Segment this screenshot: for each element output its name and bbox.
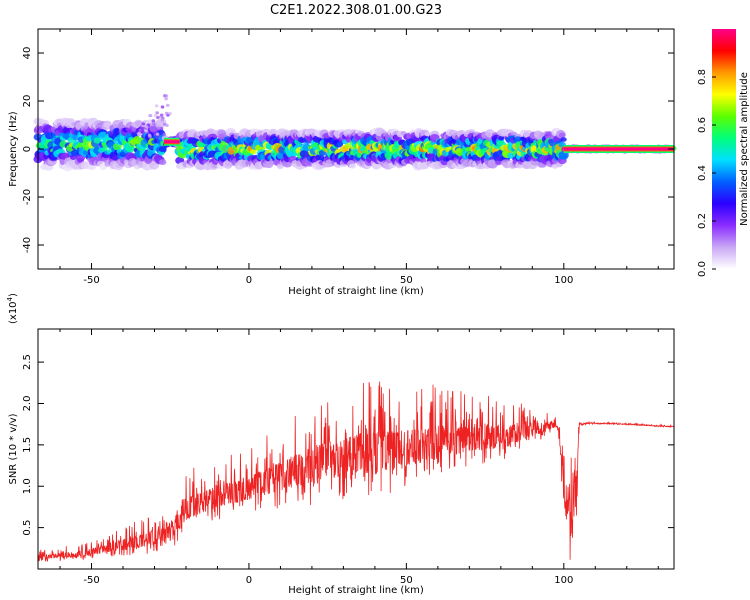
tone-band-core [563,147,674,151]
y-tick-label: 0 [22,146,33,152]
y-tick-label: 20 [22,95,33,108]
spectrogram-cell [144,125,149,129]
snr-frame [37,328,675,570]
colorbar-ticks: 0.0 0.2 0.4 0.6 0.8 [697,69,716,277]
spectrogram-x-axis-label: Height of straight line (km) [288,286,424,297]
y-tick-label: 40 [22,47,33,60]
x-tick-label: 100 [554,275,573,286]
snr-x-axis-label: Height of straight line (km) [288,585,424,596]
x-tick-label: 0 [246,275,252,286]
colorbar-tick-label: 0.8 [697,69,708,85]
spectrogram-cell [138,128,142,132]
spectrogram-cell [159,113,164,117]
spectrogram-cell [498,135,505,141]
x-tick-label: 50 [400,275,413,286]
spectrogram-cell [160,118,165,122]
spectrogram-cell [147,133,152,137]
spectrogram-cell [495,160,502,166]
spectrogram-cell [155,111,159,115]
snr-y-ticks: 0.5 1.0 1.5 2.0 2.5 [22,354,674,536]
snr-plot-area [38,329,674,569]
spectrogram-cell [162,132,167,136]
figure-title: C2E1.2022.308.01.00.G23 [270,3,442,18]
spectrogram-cell [156,126,161,130]
spectrogram-cell [143,128,148,132]
spectrogram-cell [558,132,566,138]
spectrogram-cell [134,120,143,127]
spectrogram-cell [165,103,170,107]
spectrogram-cell [424,131,431,137]
spectrogram-cell [349,163,356,169]
spectrogram-cell [153,113,158,118]
snr-x-ticks: -50 0 50 100 [59,329,659,586]
colorbar-tick-label: 0.0 [697,261,708,277]
spectrogram-cell [155,132,160,136]
x-tick-label: 0 [246,575,252,586]
snr-y-axis-label: SNR (10 * v/v) [8,413,19,484]
spectrogram-cell [160,105,165,109]
colorbar-label: Normalized spectral amplitude [739,72,750,226]
spectrogram-cell [162,122,167,126]
spectrogram-cell [154,104,159,108]
spectrogram-cell [336,141,343,147]
spectrogram-x-ticks: -50 0 50 100 [59,29,659,286]
y-tick-label: -40 [22,237,33,253]
colorbar-tick-label: 0.2 [697,213,708,229]
x-tick-label: 50 [400,575,413,586]
spectrogram-cell [560,137,567,142]
x-tick-label: -50 [83,275,99,286]
spectrogram-cell [164,94,168,98]
snr-panel: -50 0 50 100 0.5 1.0 1.5 2.0 2.5 (x104) Height … [6,293,675,596]
tone-band-core [163,140,180,144]
spectrogram-cell [249,149,257,155]
colorbar-tick-label: 0.6 [697,117,708,133]
spectrogram-cell [164,97,168,101]
x-tick-label: -50 [83,575,99,586]
y-tick-label: 0.5 [22,520,33,536]
y-tick-label: -20 [22,189,33,205]
spectrogram-cell [152,164,159,169]
colorbar-gradient [712,29,736,269]
spectrogram-cell [152,122,156,126]
spectrogram-cell [137,131,141,135]
x-tick-label: 100 [554,575,573,586]
spectrogram-cell [151,119,156,123]
spectrogram-cell [158,159,167,166]
snr-series-line [38,381,674,562]
spectrogram-heatmap [33,94,677,172]
y-tick-label: 2.0 [22,396,33,412]
y-tick-label: 1.0 [22,478,33,494]
y-tick-label: 1.5 [22,437,33,453]
spectrogram-cell [148,113,153,118]
spectrogram-panel: -50 0 50 100 -40 -20 0 20 40 Height of straight… [8,28,677,297]
spectrogram-cell [141,122,146,126]
spectrogram-y-ticks: -40 -20 0 20 40 [22,47,674,253]
spectrogram-cell [344,143,352,149]
spectrogram-cell [164,111,169,115]
spectrogram-cell [103,122,112,128]
spectrogram-cell [93,137,102,144]
y-tick-label: 2.5 [22,354,33,370]
spectrogram-cell [168,112,172,116]
colorbar-tick-label: 0.4 [697,165,708,181]
spectrogram-cell [101,146,108,152]
colorbar: 0.0 0.2 0.4 0.6 0.8 Normalized spectral ampl… [697,29,750,277]
spectrogram-cell [158,145,167,153]
snr-multiplier-label: (x104) [6,293,19,324]
spectrogram-y-axis-label: Frequency (Hz) [8,111,19,187]
